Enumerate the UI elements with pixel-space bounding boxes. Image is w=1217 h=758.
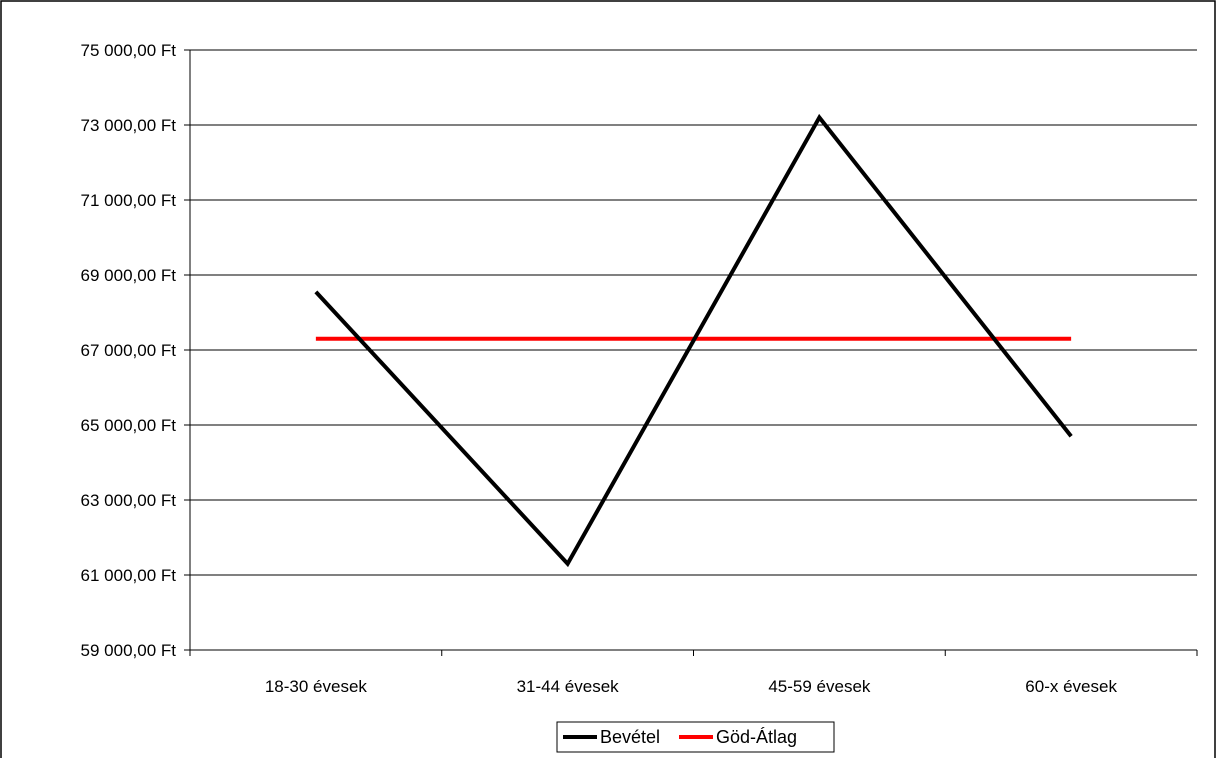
y-tick-label: 75 000,00 Ft xyxy=(81,41,177,60)
y-tick-label: 63 000,00 Ft xyxy=(81,491,177,510)
y-tick-label: 59 000,00 Ft xyxy=(81,641,177,660)
x-tick-label: 18-30 évesek xyxy=(265,677,368,696)
x-tick-label: 60-x évesek xyxy=(1025,677,1117,696)
y-tick-label: 71 000,00 Ft xyxy=(81,191,177,210)
legend-label: Göd-Átlag xyxy=(716,727,797,747)
x-axis-tick-labels: 18-30 évesek 31-44 évesek 45-59 évesek 60-x… xyxy=(265,677,1118,696)
series-line-bevetel xyxy=(314,113,1073,568)
legend-label: Bevétel xyxy=(600,727,660,747)
y-tick-label: 67 000,00 Ft xyxy=(81,341,177,360)
series-lines xyxy=(314,113,1073,568)
legend-box xyxy=(556,721,835,753)
y-tick-label: 69 000,00 Ft xyxy=(81,266,177,285)
axes xyxy=(184,49,1198,656)
y-tick-label: 61 000,00 Ft xyxy=(81,566,177,585)
y-tick-label: 73 000,00 Ft xyxy=(81,116,177,135)
y-axis-tick-labels: 59 000,00 Ft 61 000,00 Ft 63 000,00 Ft 65 0… xyxy=(81,41,177,660)
x-tick-label: 31-44 évesek xyxy=(517,677,620,696)
gridlines xyxy=(190,49,1197,576)
legend: Bevétel Göd-Átlag xyxy=(556,721,835,753)
x-tick-label: 45-59 évesek xyxy=(768,677,871,696)
y-tick-label: 65 000,00 Ft xyxy=(81,416,177,435)
